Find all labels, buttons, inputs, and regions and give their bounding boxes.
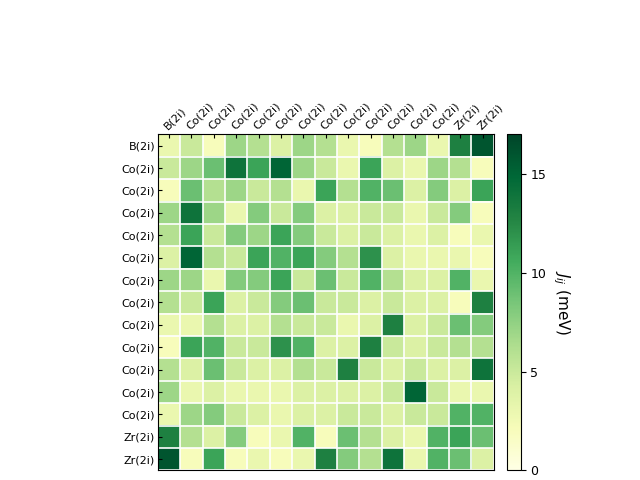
Y-axis label: $J_{ij}$ (meV): $J_{ij}$ (meV) — [550, 270, 571, 335]
